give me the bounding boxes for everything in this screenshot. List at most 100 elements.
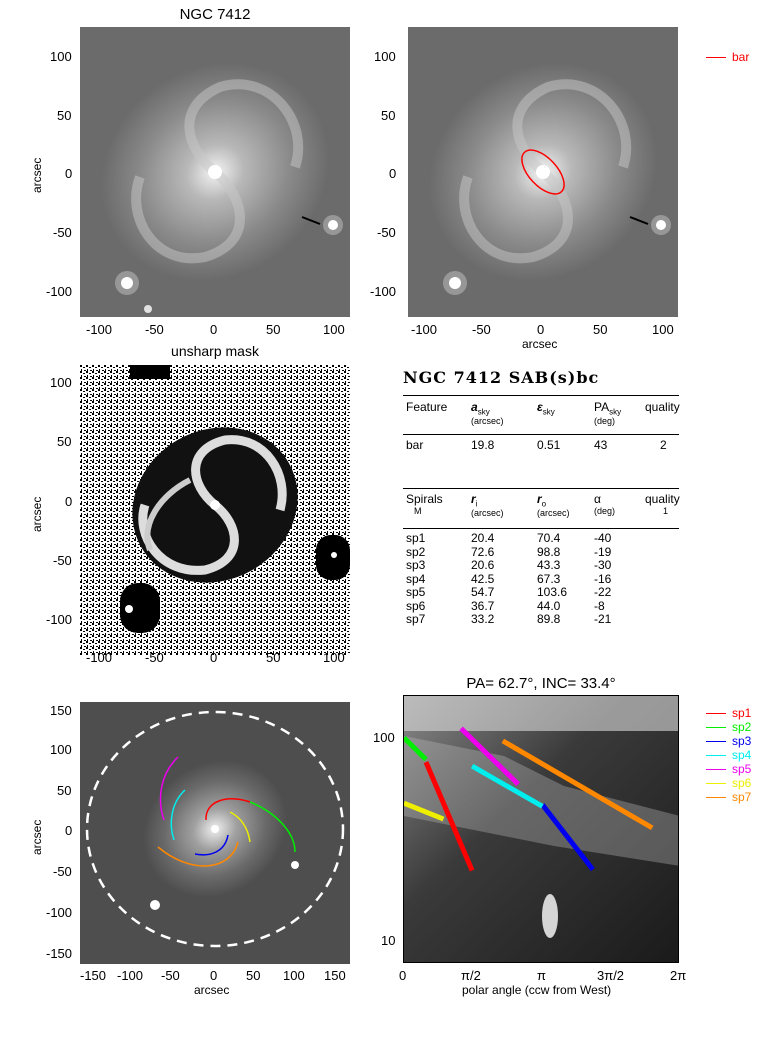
panel5-ytick: -50: [53, 864, 72, 879]
panel2-ytick: 0: [389, 166, 397, 181]
panel1-ytick: 50: [57, 108, 72, 123]
panel2-xtick: 100: [652, 322, 674, 337]
spiral-cell-ri: 72.6: [471, 544, 495, 559]
panel2-ytick: -100: [370, 284, 397, 299]
hdr-ro: ro (arcsec): [537, 492, 570, 519]
panel5-xtick: 150: [324, 968, 346, 983]
panel3-xtick: 50: [266, 650, 281, 665]
table-rule: [403, 434, 679, 435]
panel6-ytick: 100: [373, 730, 395, 745]
spiral-cell-ro: 98.8: [537, 544, 561, 559]
legend-label: sp3: [732, 734, 752, 748]
spiral-cell-ri: 36.7: [471, 598, 495, 613]
spiral-cell-ro: 103.6: [537, 585, 568, 599]
panel6-xtick: π: [537, 968, 546, 983]
legend-label: sp7: [732, 790, 752, 804]
legend-entry-sp4: sp4: [706, 748, 766, 762]
panel1-xtick: -50: [145, 322, 164, 337]
unsharp-mask-image: [80, 365, 350, 655]
panel5-ytick: 0: [65, 823, 73, 838]
bar-ellipse: [521, 149, 565, 195]
panel2-xtick: 0: [537, 322, 545, 337]
panel2-xlabel: arcsec: [522, 337, 558, 351]
panel6-xtick: 0: [399, 968, 407, 983]
spiral-legend: sp1 sp2 sp3 sp4 sp5 sp6 sp7: [706, 706, 766, 804]
panel3-ytick: 50: [57, 434, 72, 449]
hdr-quality2: quality 1: [645, 492, 680, 516]
series-sp7: [501, 738, 654, 831]
bar-legend: bar: [706, 50, 766, 64]
series-sp1: [423, 761, 475, 872]
spiral-cell-name: sp7: [406, 612, 426, 626]
panel5-ytick: 50: [57, 783, 72, 798]
spiral-cell-ro: 43.3: [537, 558, 561, 572]
legend-entry-bar: bar: [706, 50, 766, 64]
hdr-ri: ri (arcsec): [471, 492, 504, 519]
galaxy-image: [80, 27, 350, 317]
series-sp4: [470, 763, 544, 809]
panel1-xtick: 100: [323, 322, 345, 337]
panel1-xtick: -100: [86, 322, 113, 337]
spiral-cell-name: sp1: [406, 531, 426, 545]
panel5-ytick: 150: [50, 703, 72, 718]
hdr-eps: εsky: [537, 400, 555, 417]
legend-label: sp5: [732, 762, 752, 776]
legend-label: sp4: [732, 748, 752, 762]
panel5-ylabel: arcsec: [30, 819, 44, 855]
spiral-cell-ro: 89.8: [537, 612, 561, 626]
legend-label: sp2: [732, 720, 752, 734]
panel5-ytick: -150: [46, 946, 73, 961]
panel6-xtick: 2π: [670, 968, 687, 983]
panel5-xtick: 50: [246, 968, 261, 983]
legend-entry-sp1: sp1: [706, 706, 766, 720]
panel3-xtick: 100: [323, 650, 345, 665]
spiral-cell-alpha: -16: [594, 571, 612, 586]
spiral-overlay-panel: [80, 702, 350, 964]
spiral-cell-name: sp5: [406, 585, 426, 599]
galaxy-image-panel: [80, 27, 350, 317]
legend-label: bar: [732, 50, 750, 64]
panel1-ytick: -100: [46, 284, 73, 299]
spiral-cell-name: sp2: [406, 544, 426, 559]
panel2-ytick: 100: [374, 49, 396, 64]
panel3-ytick: 0: [65, 494, 73, 509]
panel6-xtick: π/2: [461, 968, 481, 983]
spiral-cell-alpha: -8: [594, 598, 605, 613]
panel2-xtick: -50: [472, 322, 491, 337]
spiral-cell-name: sp3: [406, 558, 426, 572]
spiral-sp4: [170, 789, 186, 841]
spiral-cell-alpha: -19: [594, 544, 612, 559]
legend-entry-sp2: sp2: [706, 720, 766, 734]
legend-label: sp6: [732, 776, 752, 790]
panel2-ytick: -50: [377, 225, 396, 240]
panel1-ytick: 0: [65, 166, 73, 181]
spiral-overlay-image: [80, 702, 350, 964]
spiral-cell-ro: 67.3: [537, 571, 561, 586]
panel3-xtick: 0: [210, 650, 218, 665]
bar-fit-panel: [408, 27, 678, 317]
panel1-xtick: 50: [266, 322, 281, 337]
series-sp3: [540, 803, 595, 872]
hdr-a: asky (arcsec): [471, 400, 504, 427]
panel5-xtick: 100: [283, 968, 305, 983]
panel6-xlabel: polar angle (ccw from West): [462, 983, 612, 997]
disk-outline: [85, 710, 345, 948]
panel1-title: NGC 7412: [179, 6, 251, 23]
panel6-xtick: 3π/2: [597, 968, 625, 983]
spiral-sp5: [159, 756, 179, 821]
spiral-cell-alpha: -30: [594, 558, 612, 572]
panel2-ytick: 50: [381, 108, 396, 123]
spiral-sp2: [249, 801, 296, 853]
spiral-cell-ri: 20.4: [471, 531, 495, 545]
table-rule: [403, 488, 679, 489]
spiral-cell-alpha: -40: [594, 531, 612, 545]
panel1-xtick: 0: [210, 322, 218, 337]
polar-plot-panel: [403, 695, 679, 963]
table-title: NGC 7412 SAB(s)bc: [403, 368, 600, 387]
spiral-cell-alpha: -22: [594, 585, 612, 599]
panel5-xtick: -50: [161, 968, 180, 983]
hdr-alpha: α (deg): [594, 492, 616, 516]
panel3-xtick: -50: [145, 650, 164, 665]
spiral-sp6: [229, 811, 251, 843]
spiral-cell-ri: 42.5: [471, 571, 495, 586]
